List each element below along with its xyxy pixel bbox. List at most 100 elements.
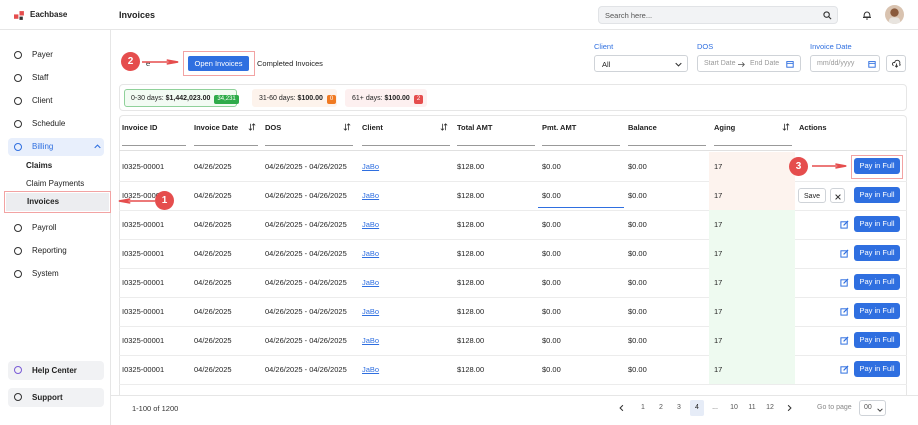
client-link[interactable]: JaBo [362,220,380,229]
pay-in-full-button[interactable]: Pay in Full [854,245,900,261]
pay-in-full-button[interactable]: Pay in Full [854,187,900,203]
page-number[interactable]: 3 [677,404,681,411]
sidebar-divider [110,30,111,425]
edit-icon [840,249,849,258]
save-button[interactable]: Save [798,188,826,203]
download-button[interactable] [886,55,906,72]
sidebar-item[interactable]: Staff [8,69,104,87]
table-cell: I0325-00001 [122,249,165,258]
callout-badge: 1 [155,191,174,210]
tab-active[interactable]: Open Invoices [188,56,249,71]
edit-icon [840,365,849,374]
filter-label: Invoice Date [810,42,852,51]
pay-in-full-button[interactable]: Pay in Full [854,158,900,174]
sidebar-subitem[interactable]: Claims [26,161,53,170]
next-page [786,404,793,412]
table-cell: I0325-00001 [122,336,165,345]
table-cell: I0325-00001 [122,365,165,374]
client-link[interactable]: JaBo [362,162,380,171]
invoice-date-input[interactable]: mm/dd/yyyy [810,55,880,72]
column-header: Invoice ID [122,123,158,132]
callout-arrow [117,197,155,205]
callout-box [851,155,903,179]
column-header: Actions [799,123,827,132]
client-select[interactable]: All [594,55,688,72]
pay-in-full-button[interactable]: Pay in Full [854,216,900,232]
aging-cell-bg [709,297,795,326]
close-icon [835,193,841,200]
aging-cell-bg [709,355,795,384]
table-cell: 04/26/2025 [194,365,232,374]
search-box[interactable]: Search here... [598,6,838,24]
table-cell: 17 [714,278,723,287]
prev-page [618,404,625,412]
client-link[interactable]: JaBo [362,336,380,345]
client-link[interactable]: JaBo [362,278,380,287]
goto-select[interactable]: 00 [859,400,886,416]
page-number[interactable]: 1 [641,404,645,411]
sidebar-subitem[interactable]: Invoices [6,193,109,211]
table-cell: $128.00 [457,249,485,258]
sidebar-item[interactable]: Reporting [8,242,104,260]
sort-icon-svg [782,123,790,131]
pay-in-full-button[interactable]: Pay in Full [854,274,900,290]
table-cell: 17 [714,191,723,200]
arrow-right-svg [738,62,745,67]
table-cell: 04/26/2025 - 04/26/2025 [265,162,347,171]
sidebar-item[interactable]: Payroll [8,219,104,237]
chip-count: 2 [413,95,424,104]
row-divider [119,239,907,240]
table-cell: $0.00 [628,307,647,316]
dos-range[interactable]: Start Date End Date [697,55,801,72]
sidebar-bottom-item[interactable]: Support [8,388,104,407]
sidebar-icon [14,393,22,401]
client-link[interactable]: JaBo [362,307,380,316]
tab[interactable]: Completed Invoices [257,59,323,68]
edit-icon-svg [840,249,849,258]
page-number[interactable]: 2 [659,404,663,411]
select-chevron-svg [675,62,682,67]
client-link[interactable]: JaBo [362,191,380,200]
page-number[interactable]: 11 [748,404,756,411]
client-link[interactable]: JaBo [362,249,380,258]
table-cell: 04/26/2025 - 04/26/2025 [265,336,347,345]
table-cell: 17 [714,365,723,374]
sidebar-item[interactable]: Payer [8,46,104,64]
chip-label: 0-30 days: [131,95,164,102]
aging-chip[interactable]: 31-60 days: $100.00 0 [252,89,337,107]
header-underline [628,145,706,146]
table-cell: 04/26/2025 - 04/26/2025 [265,365,347,374]
row-divider [119,326,907,327]
table-cell: $128.00 [457,365,485,374]
sidebar-bottom-item[interactable]: Help Center [8,361,104,380]
callout-badge: 2 [121,52,140,71]
search-icon [823,11,832,20]
sidebar-item[interactable]: Schedule [8,115,104,133]
page-number[interactable]: 4 [690,400,704,416]
row-divider [119,181,907,182]
next-page-svg [787,404,792,412]
tab[interactable]: e [146,59,151,68]
calendar-icon [868,60,876,68]
callout-box [4,191,111,213]
sidebar-item[interactable]: Client [8,92,104,110]
sidebar-icon [14,143,22,151]
aging-chip[interactable]: 0-30 days: $1,442,023.00 34,231 [124,89,239,107]
page-number[interactable]: 10 [730,404,738,411]
pay-in-full-button[interactable]: Pay in Full [854,361,900,377]
cancel-button[interactable] [830,188,845,203]
aging-chip[interactable]: 61+ days: $100.00 2 [345,89,427,107]
table-cell: 04/26/2025 - 04/26/2025 [265,278,347,287]
page-number[interactable]: 12 [766,404,774,411]
edit-icon-svg [840,278,849,287]
header-underline [457,145,535,146]
client-link[interactable]: JaBo [362,365,380,374]
pay-in-full-button[interactable]: Pay in Full [854,303,900,319]
page-number[interactable]: ... [712,404,718,411]
table-cell: 17 [714,249,723,258]
sidebar-item[interactable]: Billing [8,138,104,156]
sidebar-subitem[interactable]: Claim Payments [26,179,85,188]
sidebar-icon [14,366,22,374]
sidebar-item[interactable]: System [8,265,104,283]
pay-in-full-button[interactable]: Pay in Full [854,332,900,348]
